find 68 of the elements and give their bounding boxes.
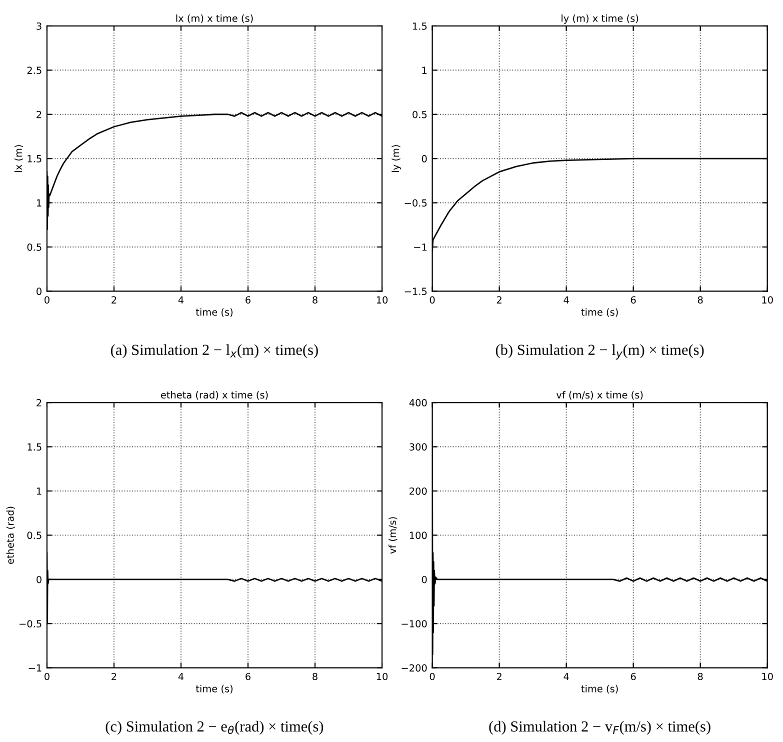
y-axis-title: ly (m) bbox=[392, 145, 402, 172]
x-tick-label: 8 bbox=[698, 296, 703, 304]
x-tick-label: 6 bbox=[630, 296, 636, 304]
y-tick-label: −1 bbox=[414, 244, 427, 251]
chart-title: ly (m) x time (s) bbox=[562, 14, 638, 24]
text: (c) Simulation 2 − e$_{θ}$(rad) × time(s) bbox=[106, 720, 324, 735]
y-tick-label: −1.5 bbox=[404, 288, 427, 296]
y-tick-label: 1 bbox=[422, 66, 427, 74]
y-tick-label: 0.5 bbox=[27, 532, 42, 540]
x-tick-label: 0 bbox=[430, 672, 435, 680]
y-tick-label: 1.5 bbox=[413, 22, 427, 30]
y-tick-label: −0.5 bbox=[404, 199, 427, 207]
x-tick-label: 10 bbox=[376, 296, 388, 304]
x-tick-label: 10 bbox=[376, 672, 388, 680]
x-tick-label: 4 bbox=[564, 296, 569, 304]
y-tick-label: 400 bbox=[409, 399, 427, 406]
x-tick-label: 2 bbox=[496, 672, 502, 680]
y-tick-label: 300 bbox=[410, 443, 427, 451]
y-tick-label: 100 bbox=[410, 532, 427, 540]
y-axis-title: lx (m) bbox=[14, 145, 24, 172]
y-tick-label: 1 bbox=[37, 199, 42, 206]
y-tick-label: −100 bbox=[402, 620, 427, 628]
text: (b) Simulation 2 − l$_{y}$(m) × time(s) bbox=[496, 344, 704, 360]
x-axis-title: time (s) bbox=[196, 684, 233, 694]
x-tick-label: 8 bbox=[312, 296, 318, 304]
y-tick-label: 0 bbox=[36, 288, 42, 296]
y-tick-label: −1 bbox=[28, 664, 42, 672]
x-tick-label: 10 bbox=[762, 296, 773, 304]
x-tick-label: 6 bbox=[630, 672, 636, 680]
y-axis-title: vf (m/s) bbox=[388, 517, 398, 554]
x-axis-title: time (s) bbox=[196, 308, 233, 317]
y-tick-label: 2 bbox=[36, 399, 42, 406]
y-tick-label: 0.5 bbox=[412, 110, 427, 118]
x-tick-label: 2 bbox=[496, 296, 502, 304]
x-tick-label: 0 bbox=[430, 296, 435, 304]
x-axis-title: time (s) bbox=[581, 308, 618, 317]
text: (d) Simulation 2 − v$_{F}$(m/s) × time(s) bbox=[489, 720, 710, 735]
chart-title: lx (m) x time (s) bbox=[176, 14, 253, 24]
y-tick-label: 2.5 bbox=[27, 66, 42, 74]
x-tick-label: 8 bbox=[698, 672, 703, 680]
chart-title: etheta (rad) x time (s) bbox=[160, 391, 268, 400]
x-tick-label: 6 bbox=[246, 296, 250, 304]
x-tick-label: 4 bbox=[178, 296, 184, 304]
x-tick-label: 2 bbox=[112, 672, 116, 680]
y-tick-label: 0 bbox=[36, 576, 42, 584]
x-tick-label: 0 bbox=[44, 672, 50, 680]
x-tick-label: 4 bbox=[178, 672, 184, 680]
x-tick-label: 10 bbox=[762, 672, 773, 680]
y-tick-label: 0.5 bbox=[27, 243, 42, 251]
y-axis-title: etheta (rad) bbox=[6, 506, 15, 564]
y-tick-label: 1 bbox=[37, 488, 42, 495]
x-tick-label: 4 bbox=[564, 672, 569, 680]
y-tick-label: 200 bbox=[410, 487, 427, 495]
x-tick-label: 8 bbox=[312, 672, 318, 680]
x-tick-label: 0 bbox=[44, 296, 50, 304]
y-tick-label: 2 bbox=[36, 110, 42, 118]
y-tick-label: 0 bbox=[422, 576, 427, 584]
x-axis-title: time (s) bbox=[581, 684, 618, 694]
y-tick-label: 0 bbox=[422, 155, 427, 162]
y-tick-label: 1.5 bbox=[28, 155, 42, 162]
y-tick-label: −0.5 bbox=[20, 620, 42, 628]
y-tick-label: 1.5 bbox=[28, 443, 42, 451]
x-tick-label: 6 bbox=[246, 672, 250, 680]
y-tick-label: 3 bbox=[36, 22, 42, 30]
x-tick-label: 2 bbox=[112, 296, 116, 304]
y-tick-label: −200 bbox=[402, 664, 427, 672]
chart-title: vf (m/s) x time (s) bbox=[556, 391, 643, 400]
text: (a) Simulation 2 − l$_{x}$(m) × time(s) bbox=[110, 344, 318, 358]
